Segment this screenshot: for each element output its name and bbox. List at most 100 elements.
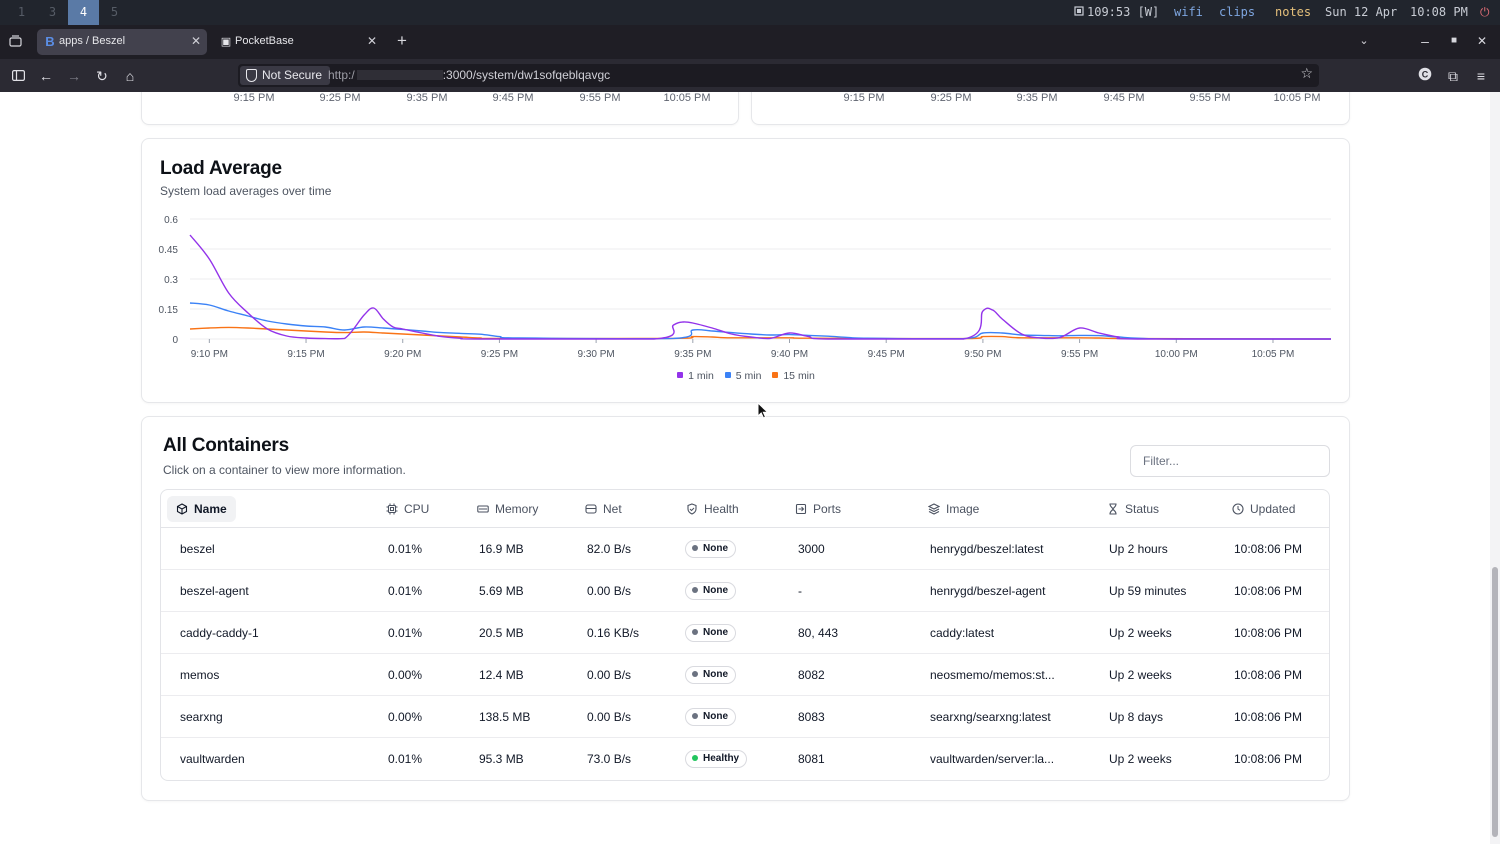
x-tick-label: 9:40 PM bbox=[771, 349, 808, 360]
clips-indicator[interactable]: clips bbox=[1219, 5, 1256, 19]
notes-indicator[interactable]: notes bbox=[1275, 5, 1312, 19]
not-secure-badge[interactable]: Not Secure bbox=[240, 66, 331, 85]
cell-image: vaultwarden/server:la... bbox=[930, 752, 1055, 766]
column-header-name[interactable]: Name bbox=[167, 496, 236, 522]
legend-swatch bbox=[724, 372, 731, 378]
column-header-net[interactable]: Net bbox=[585, 490, 622, 528]
table-row[interactable]: caddy-caddy-1 0.01% 20.5 MB 0.16 KB/s None 80… bbox=[161, 612, 1329, 654]
column-header-cpu[interactable]: CPU bbox=[386, 490, 429, 528]
page-content: 9:15 PM 9:25 PM 9:35 PM 9:45 PM 9:55 PM … bbox=[0, 92, 1490, 844]
account-icon[interactable]: C bbox=[1414, 65, 1436, 87]
status-dot-icon bbox=[692, 587, 698, 593]
back-icon[interactable]: ← bbox=[39, 68, 53, 84]
mouse-cursor-icon bbox=[757, 402, 769, 419]
health-badge: None bbox=[685, 666, 736, 684]
chevron-down-icon[interactable]: ⌄ bbox=[1359, 35, 1369, 47]
extensions-icon[interactable]: ⧉ bbox=[1448, 68, 1458, 84]
tab-pocketbase[interactable]: ▣ PocketBase ✕ bbox=[213, 29, 383, 55]
card-subtitle: System load averages over time bbox=[160, 184, 332, 198]
tab-overview-icon[interactable] bbox=[4, 32, 26, 52]
legend-label: 15 min bbox=[783, 370, 815, 382]
maximize-button[interactable]: ■ bbox=[1450, 35, 1458, 46]
health-label: None bbox=[703, 585, 728, 596]
x-tick-label: 9:50 PM bbox=[964, 349, 1001, 360]
health-badge: None bbox=[685, 624, 736, 642]
cell-name: vaultwarden bbox=[180, 752, 245, 766]
close-icon[interactable]: ✕ bbox=[366, 34, 377, 48]
scrollbar-thumb[interactable] bbox=[1492, 567, 1498, 837]
column-header-updated[interactable]: Updated bbox=[1232, 490, 1295, 528]
workspace-1[interactable]: 1 bbox=[17, 5, 26, 19]
cell-name: searxng bbox=[180, 710, 223, 724]
x-tick: 9:45 PM bbox=[492, 92, 534, 104]
filter-input[interactable] bbox=[1130, 445, 1330, 477]
cpu-icon bbox=[386, 503, 398, 515]
bookmark-star-icon[interactable]: ☆ bbox=[1300, 65, 1313, 81]
chart-legend: 1 min 5 min 15 min bbox=[142, 370, 1350, 382]
column-label: Ports bbox=[813, 502, 842, 516]
column-label: CPU bbox=[404, 502, 430, 516]
home-icon[interactable]: ⌂ bbox=[125, 68, 135, 84]
legend-item-1min[interactable]: 1 min bbox=[677, 370, 714, 382]
cell-updated: 10:08:06 PM bbox=[1234, 626, 1303, 640]
legend-item-5min[interactable]: 5 min bbox=[724, 370, 762, 382]
x-tick: 9:15 PM bbox=[233, 92, 275, 104]
tab-beszel[interactable]: B apps / Beszel ✕ bbox=[37, 29, 207, 55]
table-header: Name CPU Memory Net Health Ports bbox=[161, 490, 1329, 528]
x-tick-label: 9:15 PM bbox=[287, 349, 324, 360]
beszel-favicon-icon: B bbox=[45, 34, 55, 49]
hourglass-icon bbox=[1109, 503, 1117, 515]
cell-image: searxng/searxng:latest bbox=[930, 710, 1051, 724]
column-label: Status bbox=[1125, 502, 1160, 516]
column-header-ports[interactable]: Ports bbox=[795, 490, 841, 528]
sidebar-toggle-icon[interactable] bbox=[7, 65, 29, 87]
forward-icon[interactable]: → bbox=[67, 68, 81, 84]
reload-icon[interactable]: ↻ bbox=[96, 68, 108, 84]
load-average-chart: 0.6 0.45 0.3 0.15 0 9:10 PM 9:15 PM 9:20 PM 9:25… bbox=[159, 215, 1332, 360]
workspace-5[interactable]: 5 bbox=[110, 5, 119, 19]
table-row[interactable]: beszel 0.01% 16.9 MB 82.0 B/s None 3000 henryg… bbox=[161, 528, 1329, 570]
x-tick: 9:25 PM bbox=[930, 92, 972, 104]
legend-swatch bbox=[677, 372, 684, 378]
cell-memory: 95.3 MB bbox=[479, 752, 524, 766]
cell-status: Up 2 weeks bbox=[1109, 752, 1172, 766]
column-header-image[interactable]: Image bbox=[928, 490, 979, 528]
menu-icon[interactable]: ≡ bbox=[1476, 68, 1486, 84]
cell-ports: 8081 bbox=[798, 752, 825, 766]
cell-net: 0.16 KB/s bbox=[587, 626, 640, 640]
column-header-status[interactable]: Status bbox=[1107, 490, 1159, 528]
url-text[interactable]: http:/:3000/system/dw1sofqeblqavgc bbox=[328, 68, 610, 82]
x-tick-label: 9:20 PM bbox=[384, 349, 421, 360]
close-icon[interactable]: ✕ bbox=[190, 34, 201, 48]
column-header-memory[interactable]: Memory bbox=[477, 490, 538, 528]
cell-image: henrygd/beszel:latest bbox=[930, 542, 1044, 556]
column-header-health[interactable]: Health bbox=[686, 490, 739, 528]
power-icon[interactable]: ⏻ bbox=[1480, 5, 1490, 19]
cell-status: Up 2 weeks bbox=[1109, 668, 1172, 682]
url-bar[interactable]: Not Secure http:/:3000/system/dw1sofqebl… bbox=[238, 64, 1319, 87]
cell-net: 0.00 B/s bbox=[587, 668, 632, 682]
table-row[interactable]: searxng 0.00% 138.5 MB 0.00 B/s None 8083 sear… bbox=[161, 696, 1329, 738]
y-tick-label: 0.45 bbox=[159, 245, 179, 256]
cell-name: caddy-caddy-1 bbox=[180, 626, 259, 640]
x-tick: 9:25 PM bbox=[319, 92, 361, 104]
health-badge: Healthy bbox=[685, 750, 748, 768]
wifi-indicator[interactable]: wifi bbox=[1174, 5, 1203, 19]
x-tick-label: 9:55 PM bbox=[1061, 349, 1098, 360]
legend-item-15min[interactable]: 15 min bbox=[772, 370, 815, 382]
series-line-1min bbox=[189, 234, 1331, 340]
workspace-3[interactable]: 3 bbox=[48, 5, 57, 19]
layers-icon bbox=[928, 503, 940, 515]
table-row[interactable]: beszel-agent 0.01% 5.69 MB 0.00 B/s None - hen… bbox=[161, 570, 1329, 612]
window-close-button[interactable]: ✕ bbox=[1476, 34, 1488, 48]
legend-label: 5 min bbox=[735, 370, 762, 382]
network-icon bbox=[585, 504, 597, 514]
minimize-button[interactable]: – bbox=[1421, 33, 1429, 49]
new-tab-button[interactable]: + bbox=[397, 31, 407, 50]
page-scrollbar[interactable] bbox=[1490, 92, 1500, 844]
cell-cpu: 0.01% bbox=[388, 584, 423, 598]
table-row[interactable]: memos 0.00% 12.4 MB 0.00 B/s None 8082 neosmem… bbox=[161, 654, 1329, 696]
workspace-4[interactable]: 4 bbox=[68, 0, 99, 25]
cell-status: Up 2 weeks bbox=[1109, 626, 1172, 640]
table-row[interactable]: vaultwarden 0.01% 95.3 MB 73.0 B/s Healthy 80… bbox=[161, 738, 1329, 780]
